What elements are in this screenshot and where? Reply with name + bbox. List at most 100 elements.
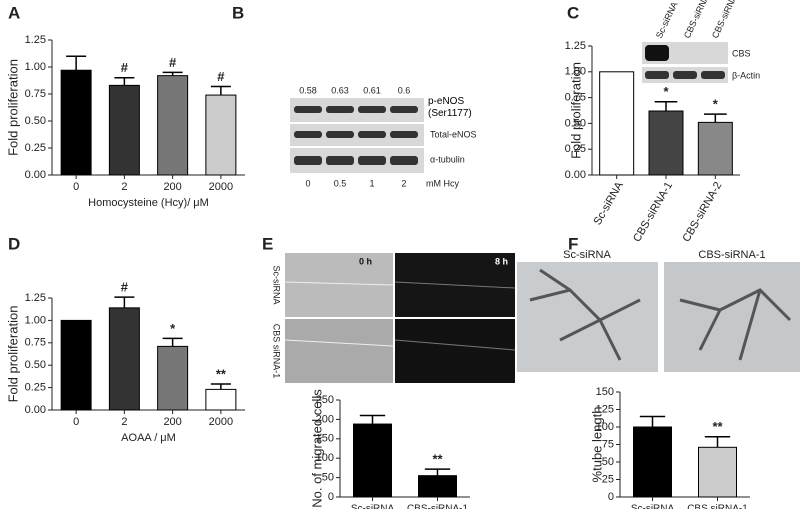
y-tick-label: 1.00	[25, 314, 46, 326]
x-tick-label: 2000	[209, 181, 233, 193]
x-tick-label: Sc-siRNA	[351, 504, 395, 509]
density: 0.6	[398, 85, 411, 95]
wound-image	[395, 319, 515, 383]
wound-edge	[394, 281, 516, 289]
band	[294, 131, 322, 138]
lane-label: 0.5	[334, 178, 347, 188]
y-tick-label: 50	[602, 456, 614, 468]
band	[326, 106, 354, 113]
y-tick-label: 100	[596, 421, 614, 433]
y-tick-label: 150	[596, 386, 614, 398]
image-label: Sc-siRNA	[563, 249, 611, 261]
band	[645, 45, 669, 61]
y-tick-label: 0.50	[565, 117, 586, 129]
blot-label: β-Actin	[732, 70, 760, 80]
x-tick-label: CBS siRNA-1	[687, 504, 748, 509]
panel-letter: D	[8, 234, 20, 253]
x-axis-label: Homocysteine (Hcy)/ μM	[88, 197, 209, 209]
bar	[60, 69, 92, 176]
panel-letter: C	[567, 3, 579, 22]
blot-label-box: p-eNOS (Ser1177)	[428, 96, 472, 119]
bar	[157, 75, 189, 176]
band	[294, 106, 322, 113]
density: 0.58	[299, 85, 317, 95]
x-tick-label: Sc-siRNA	[592, 179, 627, 227]
x-tick-label: 2000	[209, 416, 233, 428]
x-tick-label: CBS-siRNA-1	[407, 504, 469, 509]
y-tick-label: 1.25	[565, 40, 586, 52]
y-tick-label: 0.75	[565, 92, 586, 104]
wound-edge	[284, 339, 394, 347]
wound-edge	[284, 281, 394, 286]
y-tick-label: 1.25	[25, 34, 46, 46]
significance-mark: #	[169, 55, 177, 70]
x-tick-label: CBS-siRNA-2	[680, 180, 724, 244]
tube-network	[529, 268, 641, 361]
significance-mark: #	[121, 60, 129, 75]
band	[326, 131, 354, 138]
y-tick-label: 125	[596, 403, 614, 415]
y-tick-label: 50	[322, 472, 334, 484]
band	[390, 131, 418, 138]
y-tick-label: 0	[328, 491, 334, 503]
bar	[108, 307, 140, 411]
x-tick-label: 200	[163, 181, 181, 193]
y-tick-label: 150	[316, 433, 334, 445]
y-tick-label: 0.25	[25, 382, 46, 394]
bar	[633, 426, 672, 498]
significance-mark: *	[663, 84, 669, 99]
y-tick-label: 1.00	[25, 61, 46, 73]
significance-mark: #	[121, 280, 129, 295]
lane-label: CBS-siRNA-1	[682, 0, 714, 40]
lane-label: 1	[369, 178, 374, 188]
x-tick-label: 200	[163, 416, 181, 428]
y-tick-label: 1.25	[25, 292, 46, 304]
bar	[648, 110, 684, 176]
y-tick-label: 25	[602, 473, 614, 485]
bar	[157, 345, 189, 411]
y-tick-label: 75	[602, 438, 614, 450]
band	[673, 71, 697, 79]
x-tick-label: 2	[121, 416, 127, 428]
panel-letter: F	[568, 234, 578, 253]
x-tick-label: CBS-siRNA-1	[631, 180, 675, 244]
significance-mark: *	[713, 97, 719, 112]
band	[358, 106, 386, 113]
y-tick-label: 100	[316, 452, 334, 464]
significance-mark: **	[432, 452, 443, 467]
band	[358, 131, 386, 138]
blot-label: CBS	[732, 48, 751, 58]
tube-network	[679, 288, 792, 361]
panel-letter: E	[262, 234, 273, 253]
panel-letter: B	[232, 3, 244, 22]
image-label: CBS-siRNA-1	[698, 249, 765, 261]
y-tick-label: 0.25	[565, 143, 586, 155]
y-tick-label: 0.00	[565, 169, 586, 181]
y-axis-label: Fold proliferation	[5, 306, 20, 403]
lane-label: CBS-siRNA-2	[710, 0, 742, 40]
tube-image	[664, 262, 800, 372]
y-tick-label: 250	[316, 394, 334, 406]
blot-strip	[290, 124, 424, 146]
bar	[353, 423, 392, 498]
bar	[698, 446, 737, 498]
band	[390, 106, 418, 113]
x-tick-label: 0	[73, 416, 79, 428]
row-label: Sc-siRNA	[272, 265, 282, 304]
significance-mark: **	[216, 366, 227, 381]
x-tick-label: Sc-siRNA	[631, 504, 675, 509]
wound-image	[285, 319, 393, 383]
bar	[205, 94, 237, 176]
band	[390, 156, 418, 165]
y-tick-label: 0.25	[25, 142, 46, 154]
x-tick-label: 0	[73, 181, 79, 193]
lane-label: 0	[305, 178, 310, 188]
blot-b	[290, 98, 424, 173]
band	[701, 71, 725, 79]
significance-mark: *	[170, 321, 176, 336]
y-tick-label: 0.50	[25, 359, 46, 371]
x-tick-label: 2	[121, 181, 127, 193]
bar	[108, 84, 140, 176]
y-tick-label: 0.50	[25, 115, 46, 127]
significance-mark: **	[712, 419, 723, 434]
